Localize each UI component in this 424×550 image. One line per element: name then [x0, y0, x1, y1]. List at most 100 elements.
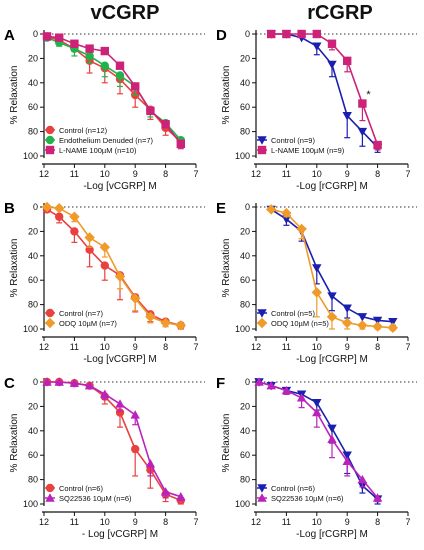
data-point — [69, 378, 80, 387]
significance-marker: * — [366, 89, 371, 101]
y-tick-label: 40 — [240, 426, 250, 436]
y-tick-label: 100 — [235, 324, 250, 334]
x-tick-label: 8 — [375, 342, 380, 352]
panel-letter: B — [4, 200, 15, 217]
data-point — [342, 112, 352, 121]
data-point — [312, 399, 322, 408]
y-tick-label: 80 — [240, 127, 250, 137]
x-axis-label: - Log [vCGRP] M — [82, 529, 158, 540]
x-tick-label: 11 — [282, 517, 291, 527]
data-point — [115, 408, 125, 417]
y-axis-label: % Relaxation — [221, 66, 232, 125]
series-3 — [42, 32, 185, 150]
data-point — [312, 42, 322, 51]
y-tick-label: 20 — [240, 226, 250, 236]
legend-entry: L-NAME 100µM (n=10) — [45, 145, 137, 155]
series-line — [46, 36, 182, 141]
data-point — [160, 487, 171, 496]
data-point — [342, 317, 353, 329]
data-point — [297, 29, 306, 39]
series-line — [46, 208, 181, 327]
y-tick-label: 20 — [240, 53, 250, 63]
data-point — [266, 380, 276, 390]
legend-label: SQ22536 10µM (n=6) — [271, 494, 344, 503]
legend-entry: SQ22536 10µM (n=6) — [257, 493, 344, 503]
data-point — [176, 491, 186, 501]
data-point — [372, 493, 383, 502]
data-point — [342, 304, 352, 313]
data-point — [357, 313, 368, 322]
data-point — [387, 322, 398, 333]
legend-marker — [257, 493, 267, 502]
legend-label: Endothelium Denuded (n=7) — [59, 136, 154, 145]
legend-marker — [257, 145, 267, 155]
x-tick-label: 7 — [405, 342, 410, 352]
x-tick-label: 9 — [345, 169, 350, 179]
series-2 — [41, 201, 186, 331]
legend-marker — [257, 136, 267, 145]
legend-label: L-NAME 100µM (n=10) — [59, 146, 137, 155]
data-point — [100, 61, 110, 70]
legend-marker — [44, 317, 56, 329]
data-point — [282, 29, 291, 39]
x-tick-label: 12 — [39, 169, 49, 179]
data-point — [84, 380, 95, 390]
y-tick-label: 20 — [240, 401, 250, 411]
series-2 — [42, 377, 186, 501]
legend-marker — [257, 484, 267, 493]
x-tick-label: 7 — [405, 517, 410, 527]
legend-label: Control (n=6) — [271, 484, 315, 493]
y-tick-label: 20 — [28, 401, 38, 411]
data-point — [70, 39, 79, 48]
data-point — [55, 33, 64, 42]
y-tick-label: 80 — [240, 300, 250, 310]
legend-entry: Control (n=6) — [45, 483, 103, 493]
panel-letter: C — [4, 375, 15, 392]
x-tick-label: 9 — [345, 517, 350, 527]
data-point — [357, 474, 368, 484]
data-point — [312, 407, 322, 417]
data-point — [388, 317, 398, 327]
x-tick-label: 8 — [163, 169, 168, 179]
y-tick-label: 20 — [28, 226, 38, 236]
x-tick-label: 7 — [193, 169, 198, 179]
x-tick-label: 9 — [345, 342, 350, 352]
data-point — [372, 316, 383, 326]
x-tick-label: 11 — [70, 169, 79, 179]
legend-entry: Control (n=5) — [257, 309, 315, 318]
data-point — [357, 320, 368, 331]
y-tick-label: 0 — [33, 29, 38, 39]
x-tick-label: 11 — [282, 342, 291, 352]
legend-label: L-NAME 100µM (n=9) — [271, 146, 345, 155]
legend-entry: L-NAME 100µM (n=9) — [257, 145, 345, 155]
data-point — [114, 271, 126, 282]
x-tick-label: 12 — [251, 342, 261, 352]
legend-entry: Endothelium Denuded (n=7) — [45, 135, 154, 145]
y-tick-label: 40 — [28, 78, 38, 88]
data-point — [85, 44, 94, 53]
y-tick-label: 80 — [240, 475, 250, 485]
data-point — [145, 311, 156, 322]
data-point — [160, 317, 171, 329]
data-point — [342, 456, 352, 465]
legend-label: Control (n=7) — [59, 309, 103, 318]
legend-label: Control (n=9) — [271, 136, 315, 145]
x-tick-label: 9 — [133, 517, 138, 527]
x-axis-label: -Log [rCGRP] M — [296, 181, 368, 192]
legend-label: ODQ 10µM (n=5) — [271, 319, 329, 328]
x-tick-label: 7 — [193, 342, 198, 352]
legend-entry: ODQ 10µM (n=7) — [44, 317, 117, 329]
x-tick-label: 8 — [163, 342, 168, 352]
data-point — [266, 204, 277, 215]
legend-entry: Control (n=12) — [45, 125, 108, 135]
x-axis-label: -Log [vCGRP] M — [83, 181, 156, 192]
data-point — [281, 385, 292, 395]
panel-letter: F — [216, 375, 225, 392]
data-point — [327, 434, 337, 444]
data-point — [254, 377, 264, 386]
data-point — [161, 120, 170, 129]
